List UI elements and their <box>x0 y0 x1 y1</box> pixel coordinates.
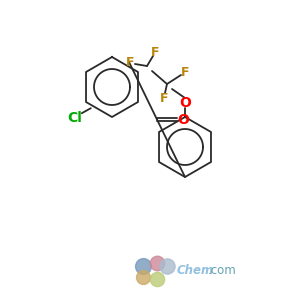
Text: F: F <box>126 56 134 70</box>
Text: O: O <box>177 113 189 127</box>
Point <box>141 274 146 279</box>
Point <box>141 264 146 268</box>
Text: Chem: Chem <box>177 265 214 278</box>
Text: F: F <box>151 46 159 59</box>
Text: F: F <box>160 92 168 104</box>
Text: O: O <box>179 96 191 110</box>
Text: F: F <box>181 65 189 79</box>
Point <box>154 277 159 281</box>
Text: .com: .com <box>208 265 237 278</box>
Point <box>165 264 170 268</box>
Text: Cl: Cl <box>67 111 82 125</box>
Point <box>154 261 159 266</box>
